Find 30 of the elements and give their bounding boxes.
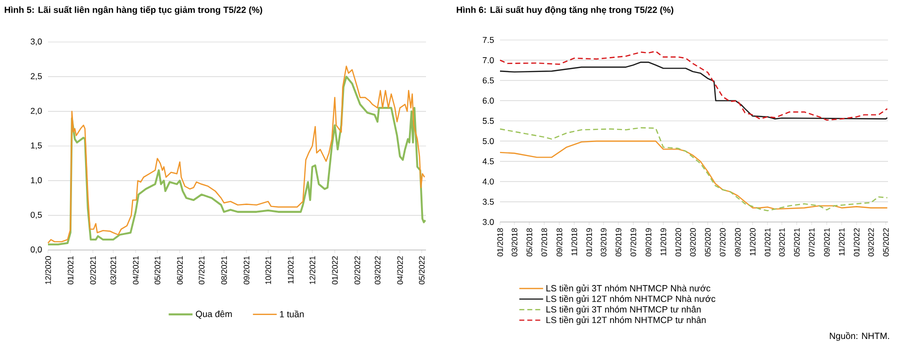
y-tick-label: 0,5 [30, 212, 42, 219]
y-tick-label: 2,5 [30, 73, 42, 80]
legend-label: LS tiền gửi 3T nhóm NHTMCP Nhà nước [546, 284, 710, 294]
line-series [499, 127, 888, 212]
legend-label: 1 tuần [280, 310, 304, 318]
y-tick-label: 4.0 [482, 178, 494, 185]
line-series [499, 50, 888, 121]
y-tick-label: 4.5 [482, 158, 494, 164]
y-tick-label: 6.5 [482, 77, 494, 84]
y-tick-label: 5.0 [482, 138, 494, 144]
legend-label: LS tiền gửi 12T nhóm NHTMCP Nhà nước [546, 295, 716, 304]
line-series [499, 140, 888, 210]
y-tick-label: 2,0 [30, 108, 42, 115]
legend-label: LS tiền gửi 3T nhóm NHTMCP tư nhân [546, 306, 701, 314]
y-tick-label: 1,0 [31, 177, 42, 184]
y-tick-label: 0,0 [30, 246, 42, 254]
y-tick-label: 1,5 [31, 142, 42, 150]
y-tick-label: 3.5 [482, 198, 494, 205]
y-tick-label: 3,0 [30, 38, 42, 46]
text: Nguồn: NHTM. [830, 332, 889, 341]
legend-label: LS tiền gửi 12T nhóm NHTMCP tư nhân [546, 316, 706, 325]
y-tick-label: 3.0 [482, 219, 494, 225]
line-series [499, 62, 888, 120]
chart-title: Hình 5: Lãi suất liên ngân hàng tiếp tục giảm trong T5/22 (%) [4, 6, 262, 15]
y-tick-label: 5.5 [482, 118, 494, 124]
chart-title: Hình 6: Lãi suất huy động tăng nhẹ trong T5/22 (%) [456, 6, 674, 15]
y-tick-label: 7.0 [482, 57, 494, 64]
y-tick-label: 6.0 [482, 98, 494, 104]
legend-label: Qua đêm [196, 310, 232, 319]
y-tick-label: 7.5 [482, 37, 494, 43]
